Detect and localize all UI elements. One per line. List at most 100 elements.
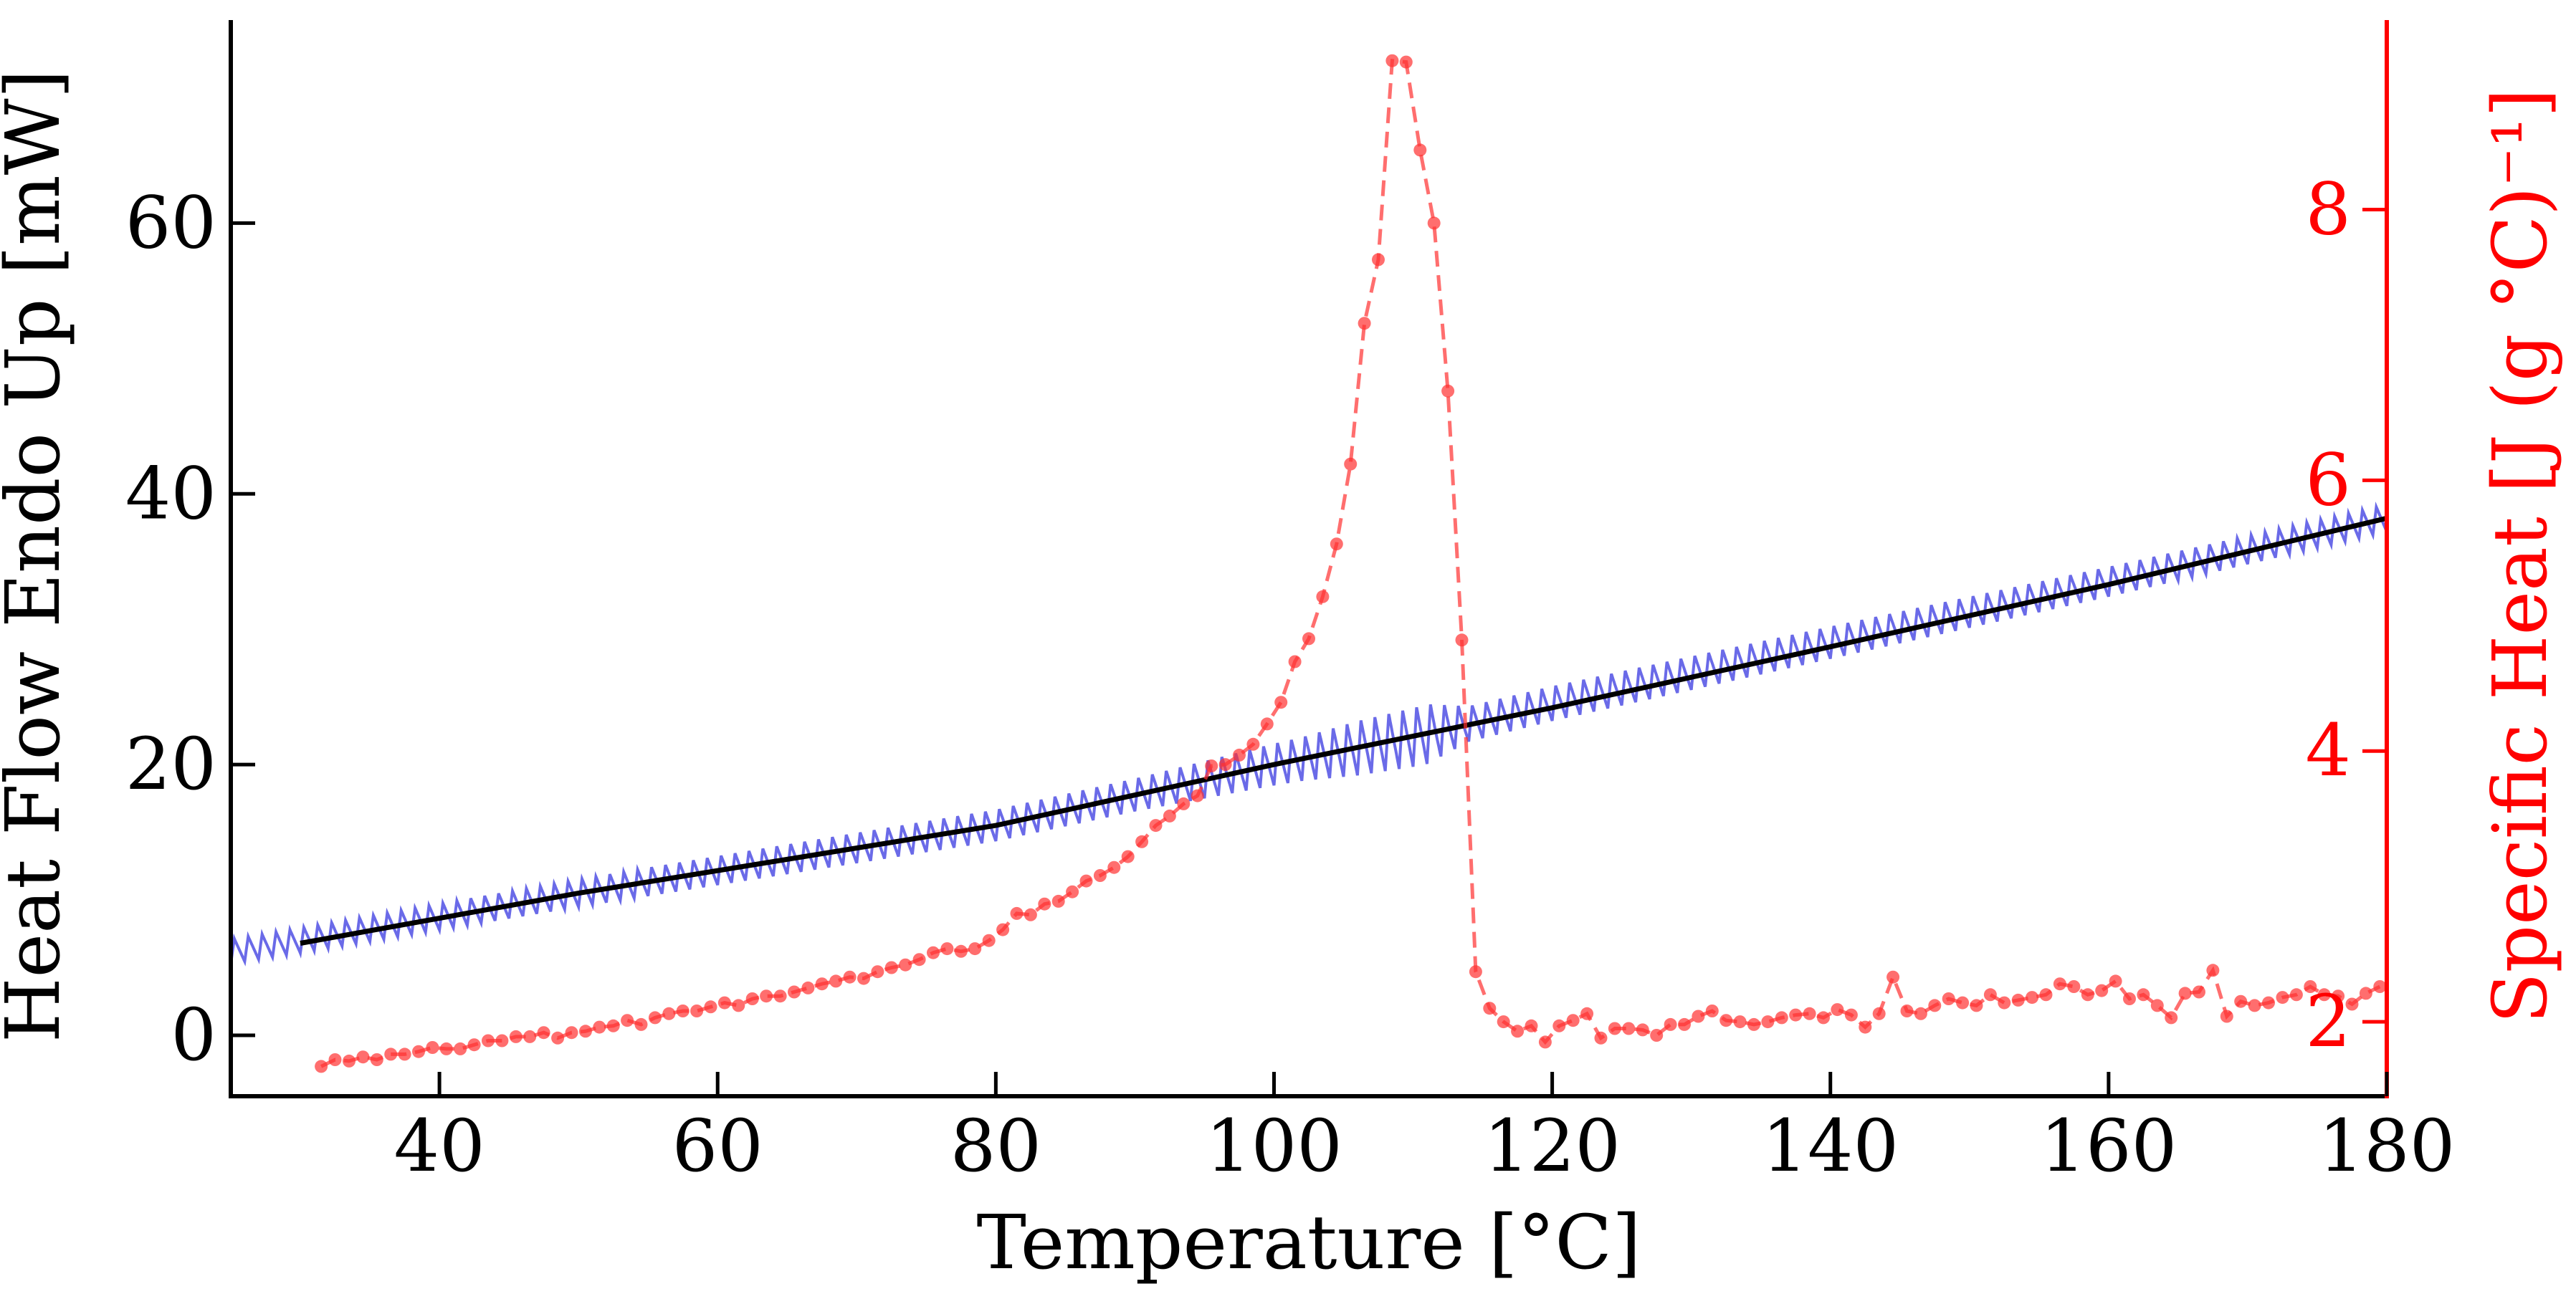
specific-heat-point [537,1026,550,1040]
series-group [231,54,2387,1073]
specific-heat-point [1650,1029,1664,1042]
specific-heat-point [2123,992,2136,1005]
specific-heat-point [2262,996,2275,1010]
specific-heat-point [1872,1007,1886,1020]
specific-heat-point [899,958,912,972]
specific-heat-point [2373,980,2387,993]
specific-heat-point [927,946,940,959]
specific-heat-point [1330,537,1343,551]
specific-heat-point [1733,1015,1747,1029]
specific-heat-point [2150,999,2164,1012]
specific-heat-point [1135,835,1149,848]
plot-area [231,54,2387,1073]
specific-heat-point [482,1034,495,1047]
specific-heat-point [1149,819,1163,833]
specific-heat-point [1079,874,1093,888]
x-tick-label: 80 [950,1104,1041,1188]
specific-heat-point [1552,1019,1566,1032]
specific-heat-point [1469,965,1482,979]
specific-heat-point [1928,999,1942,1012]
specific-heat-point [1233,748,1246,762]
specific-heat-point [356,1050,370,1064]
specific-heat-point [1288,655,1302,668]
specific-heat-point [1413,143,1427,157]
specific-heat-point [773,989,787,1003]
specific-heat-point [1803,1007,1816,1020]
specific-heat-point [676,1005,690,1017]
specific-heat-point [1789,1008,1803,1022]
specific-heat-point [398,1047,411,1061]
specific-heat-point [523,1030,537,1043]
specific-heat-point [954,944,968,958]
x-tick-label: 120 [1484,1104,1621,1188]
y-left-tick-label: 40 [125,451,216,535]
modulated-heat-flow-line [231,501,2387,967]
specific-heat-point [704,1000,717,1014]
specific-heat-point [1859,1020,1872,1034]
specific-heat-point [1038,897,1051,911]
specific-heat-point [871,965,884,979]
specific-heat-point [1441,384,1455,398]
specific-heat-point [467,1038,481,1052]
specific-heat-point [1372,253,1385,267]
specific-heat-point [2081,988,2094,1002]
specific-heat-point [315,1060,328,1073]
specific-heat-point [2332,989,2345,1003]
specific-heat-point [801,981,815,994]
specific-heat-point [1594,1031,1608,1045]
specific-heat-point [384,1047,398,1061]
specific-heat-point [1747,1017,1760,1031]
specific-heat-point [1455,633,1469,647]
specific-heat-point [1177,797,1191,810]
x-tick-label: 40 [393,1104,485,1188]
specific-heat-point [788,985,801,999]
specific-heat-point [1066,885,1079,898]
specific-heat-point [593,1020,606,1034]
specific-heat-point [1246,737,1260,751]
specific-heat-point [2304,980,2317,993]
specific-heat-point [1024,908,1037,921]
x-tick-label: 180 [2319,1104,2456,1188]
specific-heat-point [662,1007,676,1020]
specific-heat-point [1274,696,1288,709]
specific-heat-point [2137,988,2150,1002]
specific-heat-point [1051,894,1065,908]
specific-heat-point [2109,974,2122,988]
underlying-heat-flow-line [300,515,2387,946]
specific-heat-point [1692,1010,1705,1023]
specific-heat-point [717,996,731,1010]
specific-heat-point [1775,1011,1788,1025]
specific-heat-point [1636,1023,1649,1037]
x-tick-label: 60 [672,1104,763,1188]
specific-heat-point [2234,994,2248,1008]
specific-heat-point [343,1054,356,1068]
x-tick-label: 160 [2040,1104,2177,1188]
specific-heat-point [495,1034,509,1047]
specific-heat-point [1344,457,1358,471]
specific-heat-point [1886,970,1900,984]
specific-heat-point [1107,860,1121,874]
specific-heat-point [412,1045,425,1058]
specific-heat-point [1761,1015,1775,1029]
specific-heat-point [745,992,759,1005]
specific-heat-point [1260,717,1274,731]
specific-heat-point [2039,988,2053,1002]
specific-heat-point [1093,869,1107,882]
y-right-axis-title: Specific Heat [J (g °C)⁻¹] [2476,88,2564,1023]
specific-heat-point [565,1026,578,1040]
x-tick-label: 100 [1206,1104,1342,1188]
specific-heat-point [815,977,829,991]
y-left-tick-label: 20 [125,722,216,806]
specific-heat-point [1163,809,1176,823]
y-right-tick-label: 6 [2305,438,2351,522]
specific-heat-point [1817,1011,1830,1025]
specific-heat-point [1218,758,1232,772]
specific-heat-point [760,989,773,1003]
specific-heat-point [2095,984,2109,997]
specific-heat-point [1427,216,1441,230]
specific-heat-point [2026,991,2039,1005]
specific-heat-point [1998,996,2011,1010]
specific-heat-point [982,934,996,947]
specific-heat-point [2345,997,2359,1011]
specific-heat-point [1483,1002,1497,1015]
